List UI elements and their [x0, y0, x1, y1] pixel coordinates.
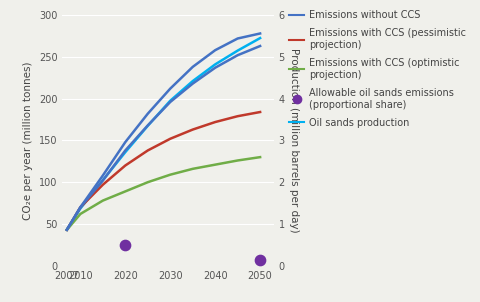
Y-axis label: CO₂e per year (million tonnes): CO₂e per year (million tonnes)	[24, 61, 33, 220]
Point	[256, 258, 264, 262]
Point	[121, 243, 129, 247]
Legend: Emissions without CCS, Emissions with CCS (pessimistic
projection), Emissions wi: Emissions without CCS, Emissions with CC…	[286, 6, 470, 132]
Y-axis label: Production (million barrels per day): Production (million barrels per day)	[288, 48, 299, 233]
